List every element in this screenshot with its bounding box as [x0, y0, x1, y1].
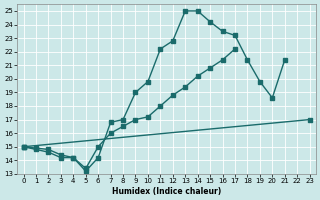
X-axis label: Humidex (Indice chaleur): Humidex (Indice chaleur) — [112, 187, 221, 196]
